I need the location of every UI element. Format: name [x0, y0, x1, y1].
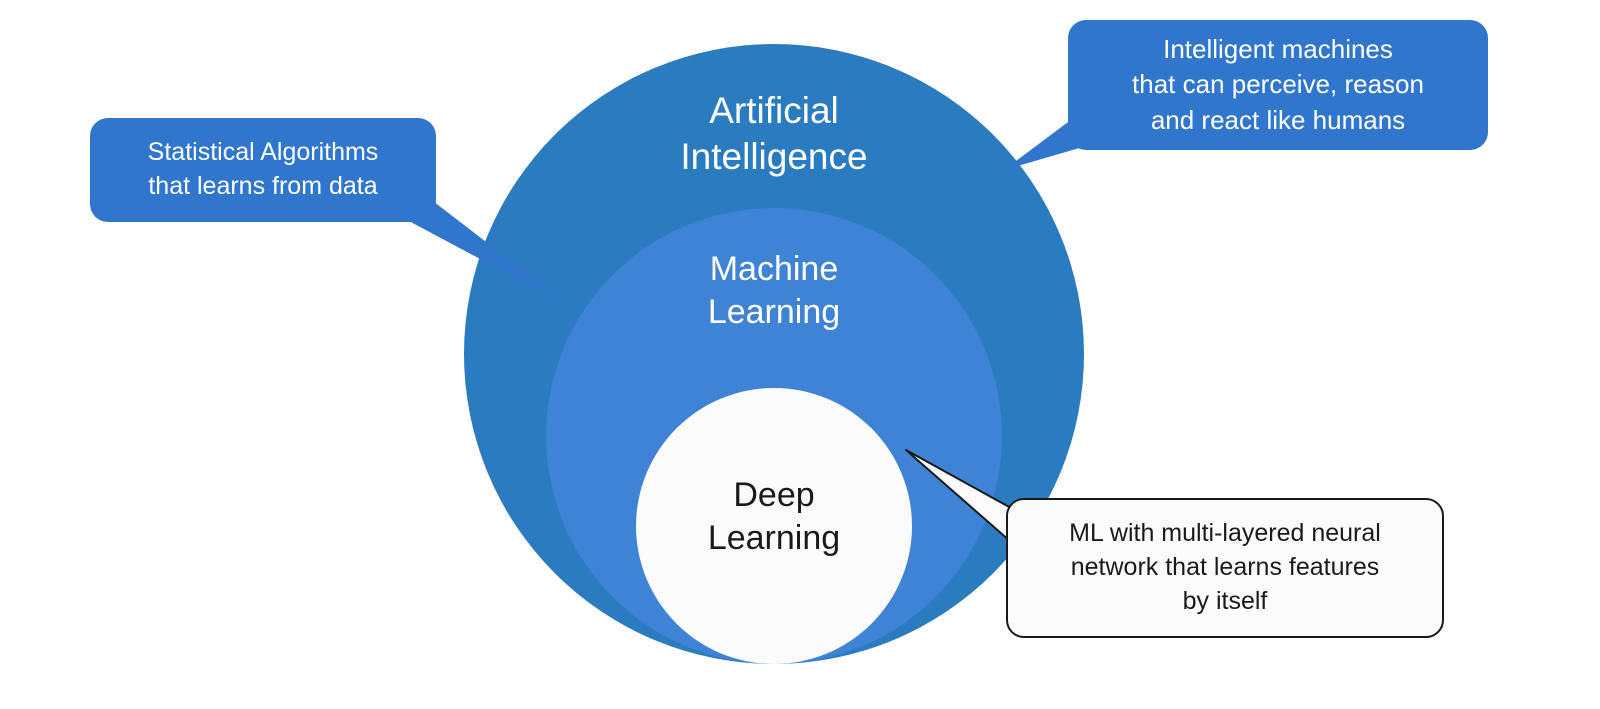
ml-callout-text: Statistical Algorithms that learns from …: [148, 136, 379, 204]
ai-callout: Intelligent machines that can perceive, …: [1068, 20, 1488, 150]
dl-callout-text: ML with multi-layered neural network tha…: [1069, 517, 1381, 618]
dl-circle: Deep Learning: [636, 388, 912, 664]
dl-callout: ML with multi-layered neural network tha…: [1006, 498, 1444, 638]
ai-callout-text: Intelligent machines that can perceive, …: [1132, 32, 1424, 137]
diagram-stage: Artificial Intelligence Machine Learning…: [0, 0, 1600, 709]
dl-circle-label: Deep Learning: [708, 474, 840, 664]
ml-callout: Statistical Algorithms that learns from …: [90, 118, 436, 222]
